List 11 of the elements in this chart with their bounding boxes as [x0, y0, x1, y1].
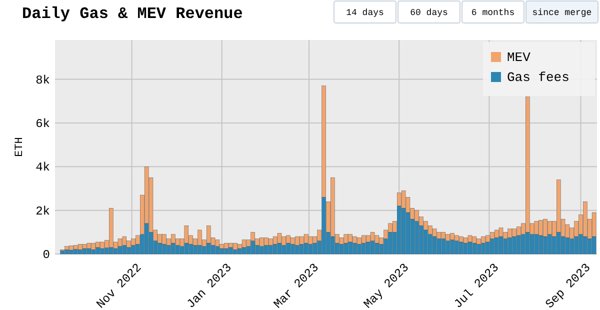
- y-tick-label: 2k: [36, 204, 50, 218]
- y-tick-label: 4k: [36, 160, 50, 175]
- range-buttons: 14 days 60 days 6 months since merge: [334, 0, 598, 24]
- legend-label: Gas fees: [507, 70, 570, 85]
- y-axis-title: ETH: [14, 137, 26, 157]
- legend-label: MEV: [507, 50, 531, 65]
- y-tick-label: 6k: [36, 116, 50, 131]
- bar: [82, 248, 87, 254]
- y-tick-label: 0: [42, 248, 50, 262]
- y-tick-label: 8k: [36, 73, 50, 88]
- chart-title: Daily Gas & MEV Revenue: [22, 5, 243, 23]
